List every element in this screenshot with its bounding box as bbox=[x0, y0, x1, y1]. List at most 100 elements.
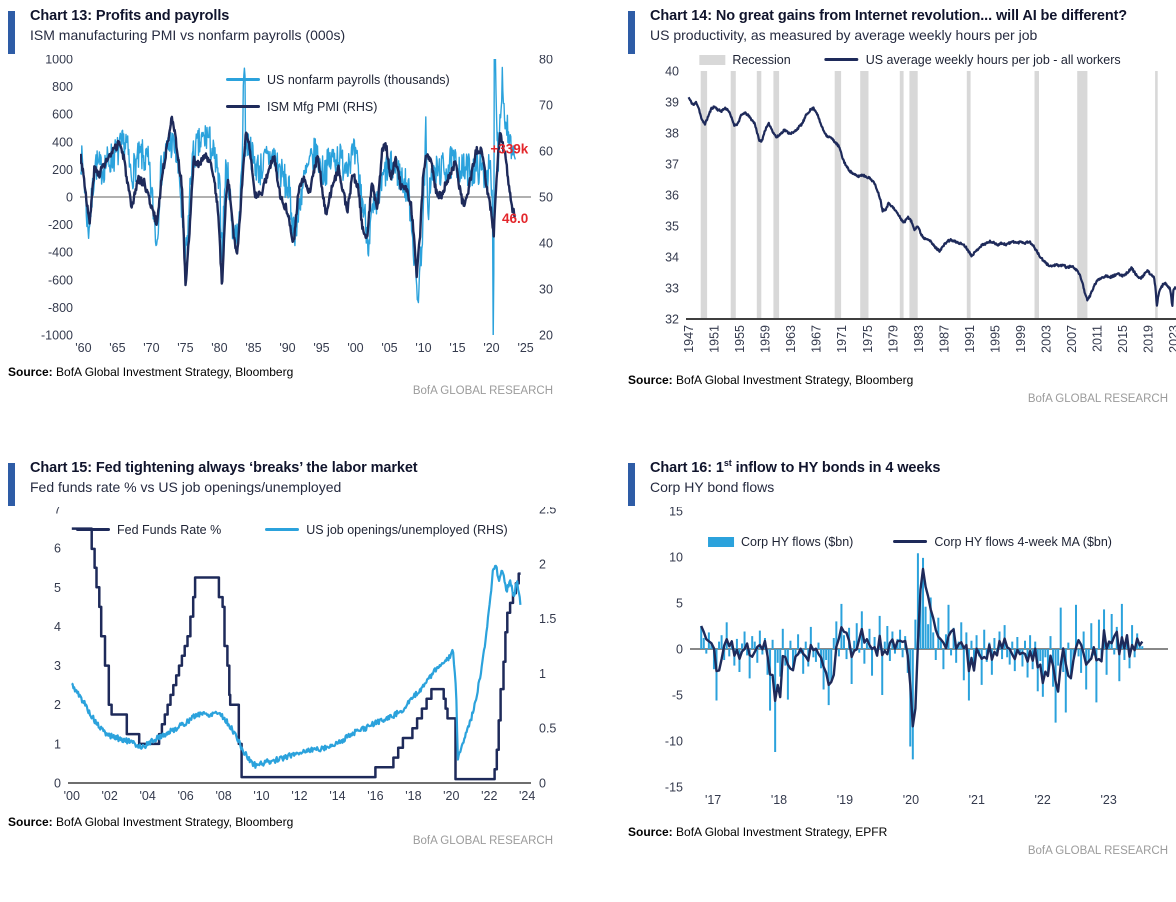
svg-text:0: 0 bbox=[66, 190, 73, 204]
svg-text:'85: '85 bbox=[245, 341, 261, 355]
legend-item: Recession bbox=[699, 52, 791, 67]
svg-text:2015: 2015 bbox=[1116, 325, 1130, 353]
title-accent-bar bbox=[8, 463, 15, 506]
svg-text:'24: '24 bbox=[519, 789, 535, 803]
svg-text:'10: '10 bbox=[415, 341, 431, 355]
chart15-plot: '00 '02 '04 '06 '08 '10 '12 '14 '16 '18 '20 '22 '24 7… bbox=[30, 507, 580, 807]
svg-text:'00: '00 bbox=[347, 341, 363, 355]
legend-label: US average weekly hours per job - all wo… bbox=[865, 52, 1121, 67]
svg-text:'14: '14 bbox=[329, 789, 345, 803]
svg-text:'80: '80 bbox=[211, 341, 227, 355]
svg-text:1.5: 1.5 bbox=[539, 612, 556, 626]
svg-text:-1000: -1000 bbox=[41, 328, 73, 342]
legend-item: ISM Mfg PMI (RHS) bbox=[226, 100, 377, 114]
source-line: Source: BofA Global Investment Strategy,… bbox=[628, 824, 888, 839]
svg-text:40: 40 bbox=[539, 236, 553, 250]
legend-item: US average weekly hours per job - all wo… bbox=[824, 52, 1121, 67]
payrolls-line-swatch bbox=[226, 78, 260, 82]
svg-text:'10: '10 bbox=[253, 789, 269, 803]
source-line: Source: BofA Global Investment Strategy,… bbox=[8, 364, 294, 379]
svg-text:'04: '04 bbox=[140, 789, 156, 803]
chart13-panel: Chart 13: Profits and payrolls ISM manuf… bbox=[8, 6, 580, 397]
svg-text:600: 600 bbox=[52, 108, 73, 122]
svg-text:2: 2 bbox=[54, 698, 61, 712]
svg-text:0: 0 bbox=[676, 642, 683, 656]
hyflows-ma-line-swatch bbox=[893, 540, 928, 544]
svg-text:1987: 1987 bbox=[937, 325, 951, 353]
svg-text:'25: '25 bbox=[517, 341, 533, 355]
svg-text:'15: '15 bbox=[449, 341, 465, 355]
svg-text:34: 34 bbox=[665, 250, 679, 264]
svg-text:1963: 1963 bbox=[784, 325, 798, 353]
research-label: BofA GLOBAL RESEARCH bbox=[1027, 844, 1168, 857]
svg-text:'16: '16 bbox=[367, 789, 383, 803]
chart14-plot: 1947 1951 1955 1959 1963 1967 1971 1975 1979 1983… bbox=[650, 52, 1176, 365]
svg-text:1959: 1959 bbox=[759, 325, 773, 353]
chart14-panel: Chart 14: No great gains from Internet r… bbox=[628, 6, 1176, 405]
svg-text:-5: -5 bbox=[672, 688, 683, 702]
legend-label: US job openings/unemployed (RHS) bbox=[306, 522, 508, 537]
svg-text:46.0: 46.0 bbox=[502, 211, 528, 226]
legend-label: Recession bbox=[732, 52, 791, 67]
svg-text:1983: 1983 bbox=[912, 325, 926, 353]
svg-text:'08: '08 bbox=[215, 789, 231, 803]
svg-text:'19: '19 bbox=[837, 793, 853, 807]
svg-text:1967: 1967 bbox=[810, 325, 824, 353]
svg-text:80: 80 bbox=[539, 55, 553, 67]
svg-text:35: 35 bbox=[665, 219, 679, 233]
chart14-title: Chart 14: No great gains from Internet r… bbox=[650, 7, 1128, 24]
source-line: Source: BofA Global Investment Strategy,… bbox=[628, 372, 914, 387]
title-accent-bar bbox=[8, 11, 15, 54]
fedfunds-line-swatch bbox=[76, 528, 110, 532]
legend-item: US job openings/unemployed (RHS) bbox=[265, 523, 508, 537]
svg-text:1000: 1000 bbox=[45, 55, 73, 67]
svg-text:1999: 1999 bbox=[1014, 325, 1028, 353]
svg-text:3: 3 bbox=[54, 659, 61, 673]
svg-text:'70: '70 bbox=[143, 341, 159, 355]
chart15-subtitle: Fed funds rate % vs US job openings/unem… bbox=[30, 478, 342, 495]
chart16-subtitle: Corp HY bond flows bbox=[650, 478, 775, 495]
svg-text:'23: '23 bbox=[1101, 793, 1117, 807]
svg-text:32: 32 bbox=[665, 312, 679, 326]
svg-text:'02: '02 bbox=[102, 789, 118, 803]
svg-text:38: 38 bbox=[665, 126, 679, 140]
svg-text:'18: '18 bbox=[771, 793, 787, 807]
svg-text:2003: 2003 bbox=[1040, 325, 1054, 353]
svg-text:1955: 1955 bbox=[733, 325, 747, 353]
chart13-canvas: '60 '65 '70 '75 '80 '85 '90 '95 '00 '05 '10 '15 '20 '… bbox=[41, 55, 553, 355]
svg-text:2019: 2019 bbox=[1142, 325, 1156, 353]
svg-text:'60: '60 bbox=[75, 341, 91, 355]
svg-text:10: 10 bbox=[669, 550, 683, 564]
svg-text:20: 20 bbox=[539, 328, 553, 342]
hyflows-bar-swatch bbox=[708, 536, 735, 547]
svg-text:1951: 1951 bbox=[708, 325, 722, 353]
openings-line-swatch bbox=[265, 528, 300, 532]
chart13-legend: US nonfarm payrolls (thousands) ISM Mfg … bbox=[226, 73, 450, 114]
svg-text:'17: '17 bbox=[705, 793, 721, 807]
chart16-legend: Corp HY flows ($bn) Corp HY flows 4-week… bbox=[708, 535, 1112, 549]
legend-label: Fed Funds Rate % bbox=[117, 522, 222, 537]
svg-text:40: 40 bbox=[665, 64, 679, 78]
svg-text:5: 5 bbox=[54, 581, 61, 595]
svg-text:-15: -15 bbox=[665, 780, 683, 794]
chart14-header: Chart 14: No great gains from Internet r… bbox=[650, 6, 1170, 43]
research-label: BofA GLOBAL RESEARCH bbox=[1027, 392, 1168, 405]
chart15-title: Chart 15: Fed tightening always ‘breaks’… bbox=[30, 459, 418, 476]
chart15-canvas: '00 '02 '04 '06 '08 '10 '12 '14 '16 '18 '20 '22 '24 7… bbox=[54, 507, 556, 803]
chart13-subtitle: ISM manufacturing PMI vs nonfarm payroll… bbox=[30, 26, 346, 43]
svg-text:2023: 2023 bbox=[1167, 325, 1176, 353]
svg-text:2011: 2011 bbox=[1091, 325, 1105, 352]
svg-text:33: 33 bbox=[665, 281, 679, 295]
svg-text:400: 400 bbox=[52, 135, 73, 149]
svg-text:5: 5 bbox=[676, 596, 683, 610]
chart15-panel: Chart 15: Fed tightening always ‘breaks’… bbox=[8, 458, 580, 847]
svg-text:39: 39 bbox=[665, 95, 679, 109]
svg-text:-400: -400 bbox=[48, 246, 73, 260]
svg-text:1: 1 bbox=[54, 737, 61, 751]
svg-text:1991: 1991 bbox=[963, 325, 977, 353]
svg-text:2: 2 bbox=[539, 557, 546, 571]
svg-text:'95: '95 bbox=[313, 341, 329, 355]
svg-text:'21: '21 bbox=[969, 793, 985, 807]
svg-text:30: 30 bbox=[539, 282, 553, 296]
svg-text:'05: '05 bbox=[381, 341, 397, 355]
